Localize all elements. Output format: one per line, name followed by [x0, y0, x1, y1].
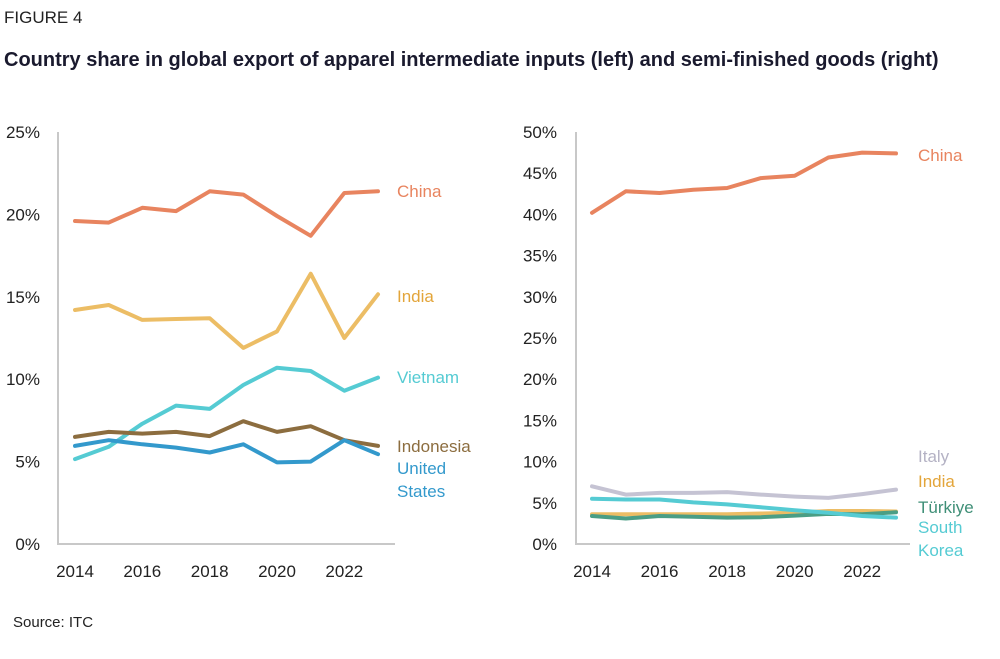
figure-title: Country share in global export of appare… [4, 49, 939, 71]
y-tick-label: 25% [6, 123, 40, 142]
series-line-united-states [73, 438, 380, 465]
y-tick-label: 50% [523, 123, 557, 142]
y-tick-label: 15% [523, 411, 557, 430]
series-label-india: India [397, 287, 434, 306]
series-line-china [590, 150, 898, 215]
series-line-indonesia [73, 419, 380, 448]
x-tick-label: 2020 [776, 562, 814, 581]
source-note: Source: ITC [13, 614, 94, 631]
series-label-italy: Italy [918, 447, 950, 466]
series-label-indonesia: Indonesia [397, 437, 471, 456]
y-tick-label: 5% [532, 494, 557, 513]
axis-line [575, 132, 910, 545]
x-tick-label: 2014 [573, 562, 611, 581]
series-label-india: India [918, 472, 955, 491]
y-tick-label: 0% [532, 535, 557, 554]
y-tick-label: 45% [523, 164, 557, 183]
y-tick-label: 20% [523, 370, 557, 389]
x-tick-label: 2022 [325, 562, 363, 581]
y-tick-label: 0% [15, 535, 40, 554]
chart-semi-finished-goods: 0% 5% 10% 15% 20% 25% 30% 35% 40% 45% 50% 2014 2016 2… [523, 123, 974, 581]
x-tick-label: 2018 [191, 562, 229, 581]
series-label-south-korea: South Korea [918, 518, 964, 560]
y-tick-label: 20% [6, 205, 40, 224]
series-label-united-states: United States [397, 459, 446, 501]
x-tick-label: 2014 [56, 562, 94, 581]
x-tick-label: 2020 [258, 562, 296, 581]
series-label-t-rkiye: Türkiye [918, 498, 974, 517]
y-tick-label: 15% [6, 288, 40, 307]
y-tick-label: 30% [523, 288, 557, 307]
y-tick-label: 10% [523, 453, 557, 472]
x-tick-label: 2016 [641, 562, 679, 581]
x-tick-label: 2018 [708, 562, 746, 581]
y-tick-label: 35% [523, 247, 557, 266]
axis-line [57, 132, 395, 545]
figure-label: FIGURE 4 [4, 8, 83, 27]
chart-intermediate-inputs: 0% 5% 10% 15% 20% 25% 2014 2016 2018 2020 2022 Chin… [6, 123, 471, 581]
series-line-india [590, 509, 898, 517]
x-tick-label: 2022 [843, 562, 881, 581]
series-line-italy [590, 484, 898, 500]
series-line-india [73, 271, 380, 350]
series-label-china: China [918, 146, 963, 165]
series-line-vietnam [73, 365, 380, 462]
x-tick-label: 2016 [123, 562, 161, 581]
y-tick-label: 5% [15, 453, 40, 472]
series-label-china: China [397, 182, 442, 201]
series-label-vietnam: Vietnam [397, 368, 459, 387]
series-line-china [73, 189, 380, 238]
y-tick-label: 10% [6, 370, 40, 389]
y-tick-label: 40% [523, 205, 557, 224]
series-line-south-korea [590, 496, 898, 520]
y-tick-label: 25% [523, 329, 557, 348]
